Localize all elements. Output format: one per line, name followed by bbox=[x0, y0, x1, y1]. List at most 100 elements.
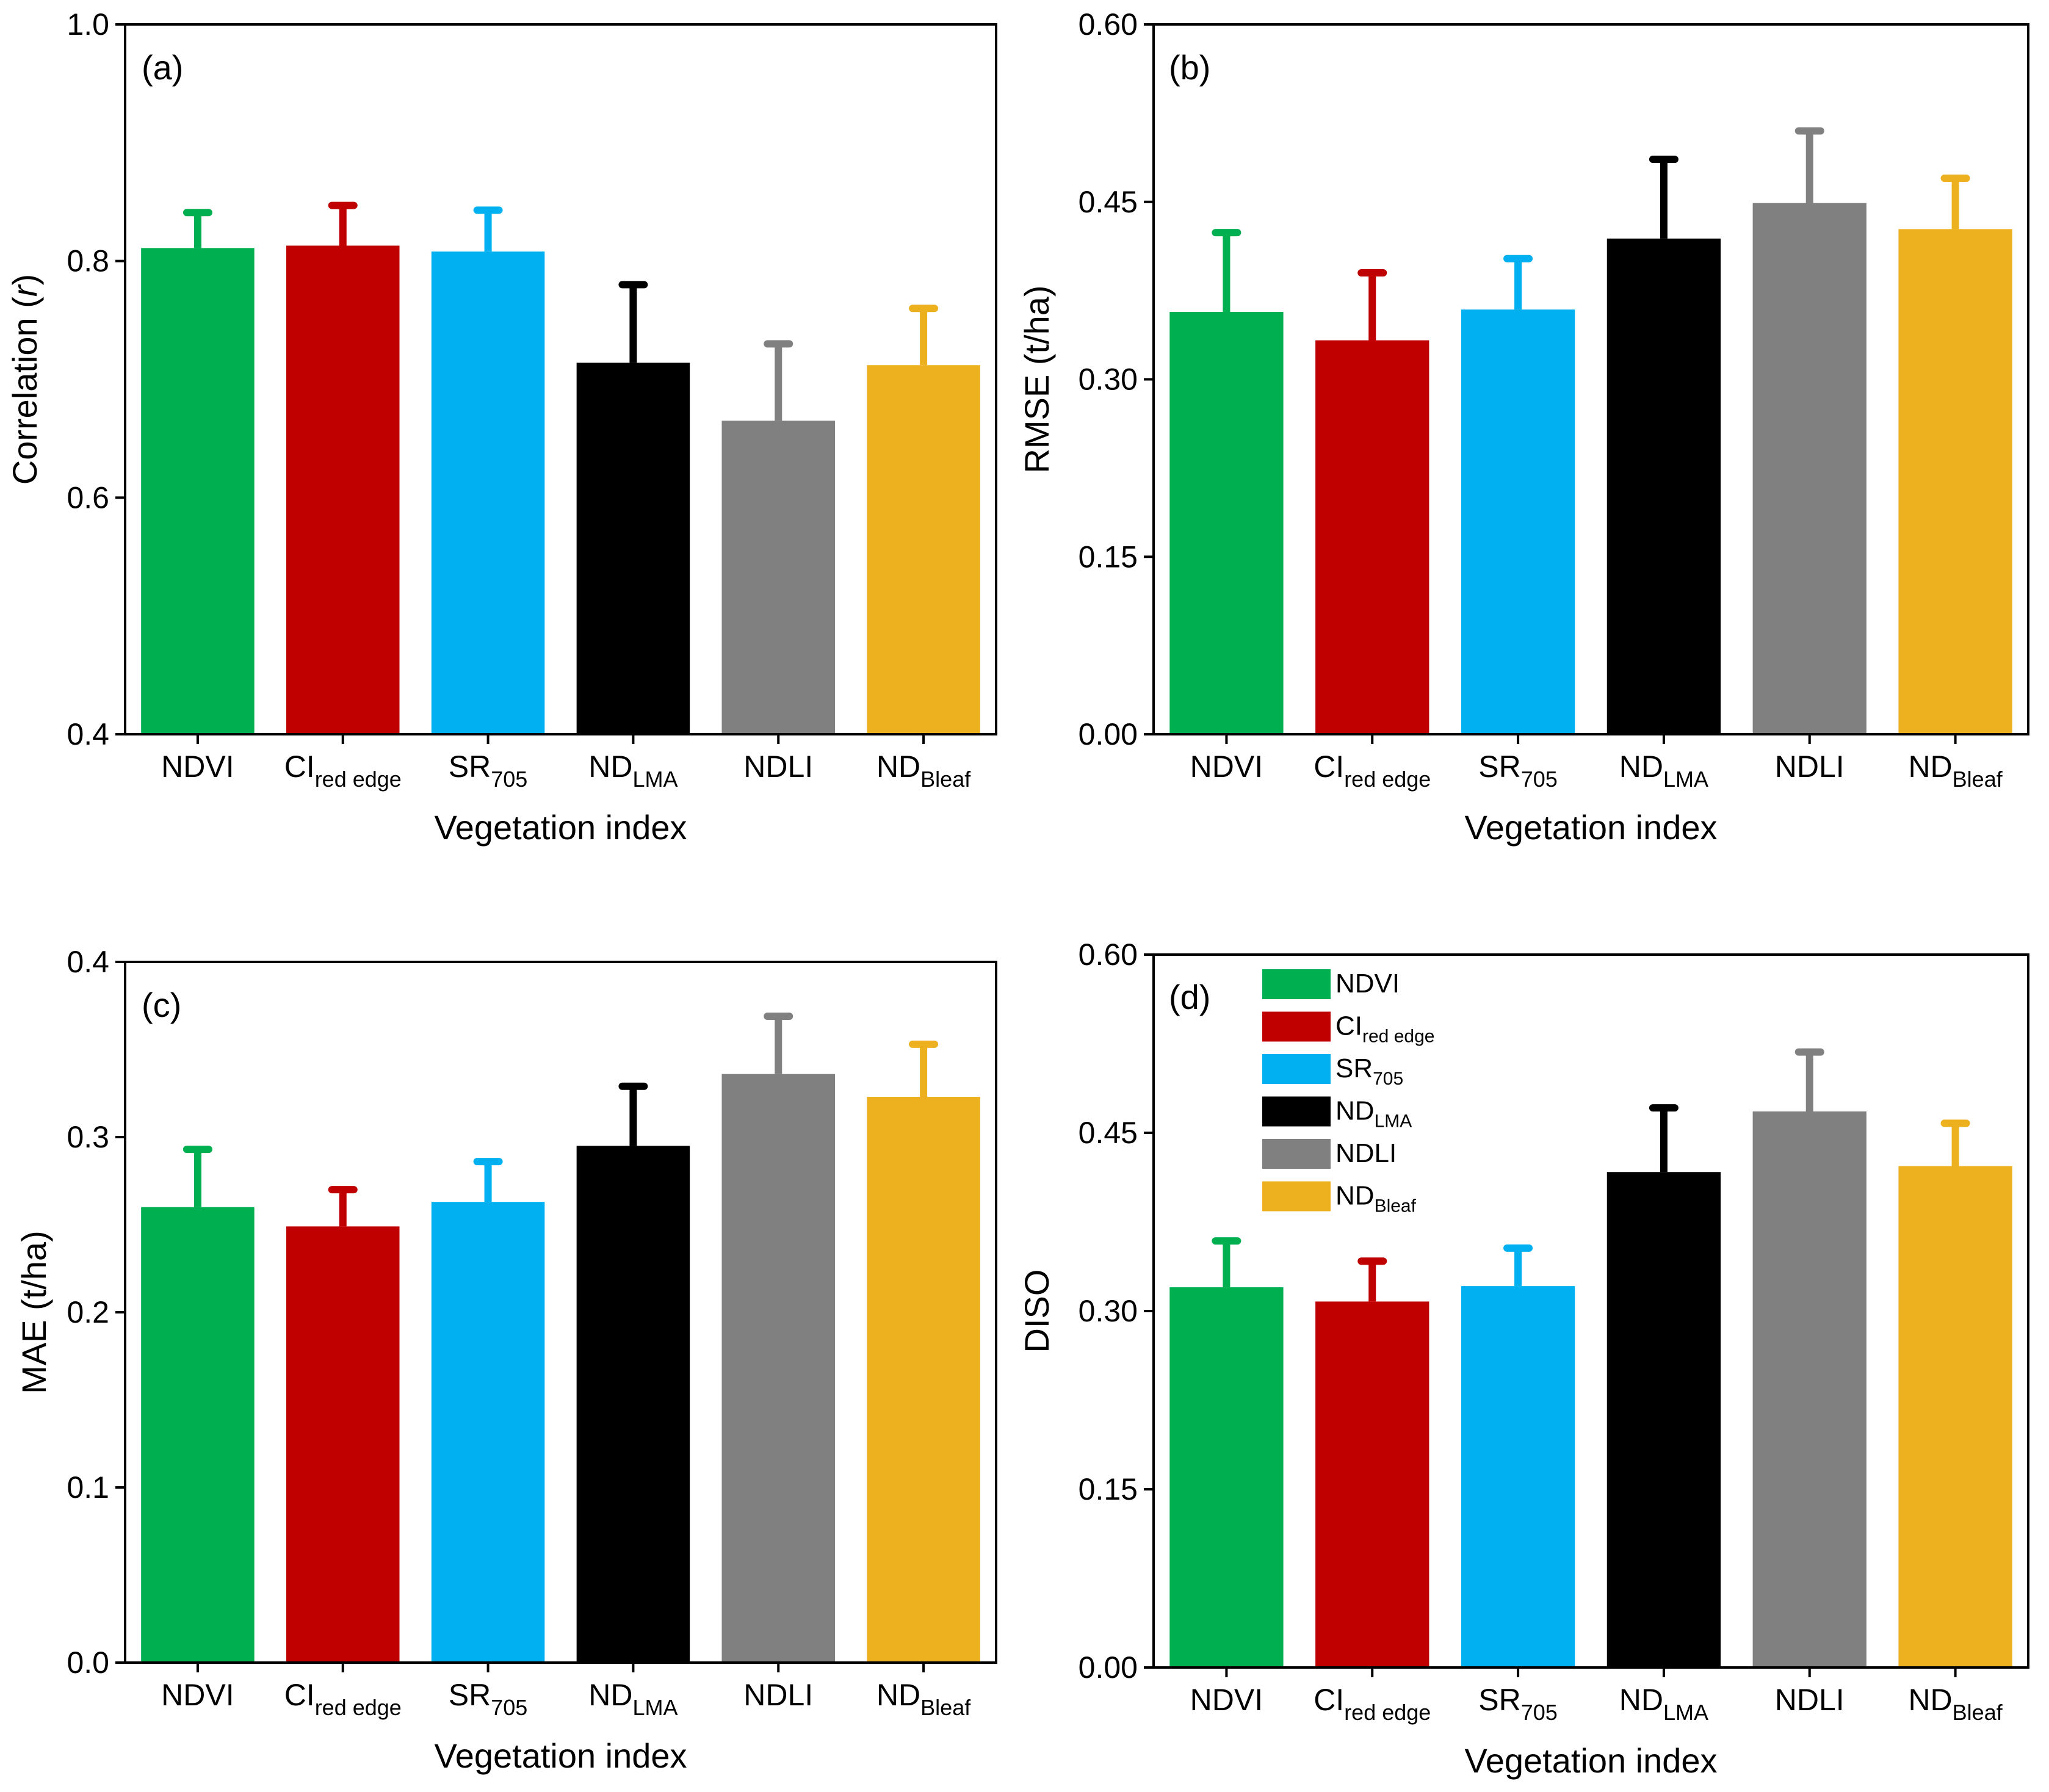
x-tick-label: NDVI bbox=[1190, 1683, 1263, 1717]
legend-entry: NDBleaf bbox=[1335, 1181, 1417, 1216]
bar-5 bbox=[721, 421, 836, 734]
bar-4 bbox=[1606, 1172, 1721, 1667]
x-tick-label-main: ND bbox=[1619, 750, 1663, 784]
y-tick-label: 0.1 bbox=[67, 1470, 109, 1505]
x-axis-label: Vegetation index bbox=[434, 808, 687, 847]
legend-entry-subscript: Bleaf bbox=[1375, 1196, 1417, 1216]
x-tick-label: NDLMA bbox=[1619, 1683, 1708, 1725]
y-axis-label-part: DISO bbox=[1017, 1270, 1056, 1353]
y-tick-label: 0.60 bbox=[1079, 7, 1138, 42]
x-tick-label: NDLI bbox=[1775, 750, 1845, 784]
legend-entry-main: SR bbox=[1335, 1053, 1373, 1083]
legend-swatch-1 bbox=[1262, 969, 1331, 999]
legend-entry: SR705 bbox=[1335, 1053, 1403, 1089]
panel-label: (c) bbox=[142, 986, 181, 1024]
y-tick-label: 0.3 bbox=[67, 1120, 109, 1154]
x-tick-label-subscript: 705 bbox=[491, 1695, 527, 1720]
bar-5 bbox=[721, 1074, 836, 1663]
x-tick-label-main: SR bbox=[449, 1678, 491, 1712]
x-tick-label-subscript: 705 bbox=[1521, 767, 1558, 792]
bar-2 bbox=[286, 1226, 400, 1663]
x-tick-label-subscript: 705 bbox=[491, 767, 527, 792]
y-tick-label: 0.0 bbox=[67, 1646, 109, 1680]
legend-swatch-5 bbox=[1262, 1139, 1331, 1169]
x-tick-label: SR705 bbox=[449, 1678, 528, 1720]
x-tick-label-subscript: red edge bbox=[1344, 767, 1431, 792]
x-tick-label: NDVI bbox=[161, 1678, 234, 1712]
x-tick-label: SR705 bbox=[1478, 750, 1558, 792]
legend-entry-main: NDVI bbox=[1335, 969, 1400, 999]
x-tick-label: NDLI bbox=[743, 1678, 813, 1712]
legend-entry-subscript: red edge bbox=[1362, 1027, 1434, 1047]
x-tick-label: NDLMA bbox=[588, 750, 678, 792]
x-tick-label-main: SR bbox=[1478, 750, 1520, 784]
x-axis-label: Vegetation index bbox=[1464, 808, 1717, 847]
x-tick-label-main: ND bbox=[1619, 1683, 1663, 1717]
legend-swatch-3 bbox=[1262, 1054, 1331, 1084]
x-tick-label-main: NDVI bbox=[161, 1678, 234, 1712]
bar-5 bbox=[1752, 203, 1867, 734]
x-tick-label-subscript: red edge bbox=[315, 767, 402, 792]
x-tick-label-main: ND bbox=[588, 1678, 632, 1712]
bar-2 bbox=[286, 245, 400, 734]
bar-4 bbox=[576, 1146, 690, 1663]
x-axis-label: Vegetation index bbox=[434, 1736, 687, 1775]
legend-entry-subscript: LMA bbox=[1375, 1111, 1412, 1132]
legend-entry-main: ND bbox=[1335, 1181, 1375, 1211]
y-tick-label: 0.30 bbox=[1079, 363, 1138, 397]
panel-label: (b) bbox=[1169, 48, 1210, 87]
x-tick-label-subscript: red edge bbox=[315, 1695, 402, 1720]
x-tick-label-main: NDVI bbox=[161, 750, 234, 784]
x-tick-label: NDBleaf bbox=[1908, 1683, 2003, 1725]
x-tick-label-subscript: 705 bbox=[1521, 1700, 1558, 1725]
x-tick-label: NDBleaf bbox=[876, 750, 971, 792]
panel-label: (a) bbox=[142, 48, 183, 87]
x-tick-label: CIred edge bbox=[284, 1678, 402, 1720]
bar-1 bbox=[141, 248, 255, 735]
legend-entry-main: ND bbox=[1335, 1096, 1375, 1126]
x-tick-label: NDBleaf bbox=[876, 1678, 971, 1720]
y-axis-label-part: MAE (t/ha) bbox=[15, 1230, 53, 1394]
bar-3 bbox=[1461, 309, 1575, 735]
x-tick-label-subscript: LMA bbox=[1663, 1700, 1708, 1725]
x-tick-label-main: SR bbox=[449, 750, 491, 784]
x-tick-label-main: NDVI bbox=[1190, 1683, 1263, 1717]
x-tick-label: CIred edge bbox=[1314, 1683, 1431, 1725]
bar-3 bbox=[1461, 1286, 1575, 1667]
y-axis-label-part: ) bbox=[5, 274, 44, 286]
bar-1 bbox=[1169, 1287, 1284, 1667]
bar-2 bbox=[1315, 1301, 1429, 1667]
legend-swatch-6 bbox=[1262, 1181, 1331, 1212]
x-tick-label-main: CI bbox=[1314, 750, 1344, 784]
x-tick-label-main: ND bbox=[1908, 750, 1952, 784]
y-axis-label: RMSE (t/ha) bbox=[1017, 285, 1056, 473]
x-tick-label: SR705 bbox=[449, 750, 528, 792]
x-tick-label-main: ND bbox=[876, 1678, 920, 1712]
legend-entry-main: NDLI bbox=[1335, 1138, 1397, 1168]
y-tick-label: 0.8 bbox=[67, 244, 109, 278]
x-tick-label: CIred edge bbox=[1314, 750, 1431, 792]
y-tick-label: 0.60 bbox=[1079, 938, 1138, 972]
bar-4 bbox=[576, 363, 690, 734]
x-tick-label-main: CI bbox=[284, 1678, 315, 1712]
legend-entry-main: CI bbox=[1335, 1011, 1362, 1041]
x-tick-label-subscript: Bleaf bbox=[1953, 767, 2003, 792]
x-tick-label-subscript: Bleaf bbox=[1953, 1700, 2003, 1725]
y-tick-label: 0.30 bbox=[1079, 1294, 1138, 1328]
x-tick-label-main: ND bbox=[1908, 1683, 1952, 1717]
bar-6 bbox=[867, 1096, 980, 1663]
x-tick-label: NDVI bbox=[1190, 750, 1263, 784]
x-axis-label: Vegetation index bbox=[1464, 1741, 1717, 1780]
x-tick-label-subscript: LMA bbox=[633, 767, 678, 792]
x-tick-label: NDBleaf bbox=[1908, 750, 2003, 792]
y-tick-label: 0.00 bbox=[1079, 1650, 1138, 1685]
x-tick-label-main: NDLI bbox=[743, 750, 813, 784]
x-tick-label: NDLI bbox=[1775, 1683, 1845, 1717]
y-axis-label: Correlation (r) bbox=[5, 274, 44, 485]
bar-6 bbox=[1898, 1166, 2012, 1667]
legend-swatch-4 bbox=[1262, 1096, 1331, 1127]
y-tick-label: 1.0 bbox=[67, 7, 109, 42]
